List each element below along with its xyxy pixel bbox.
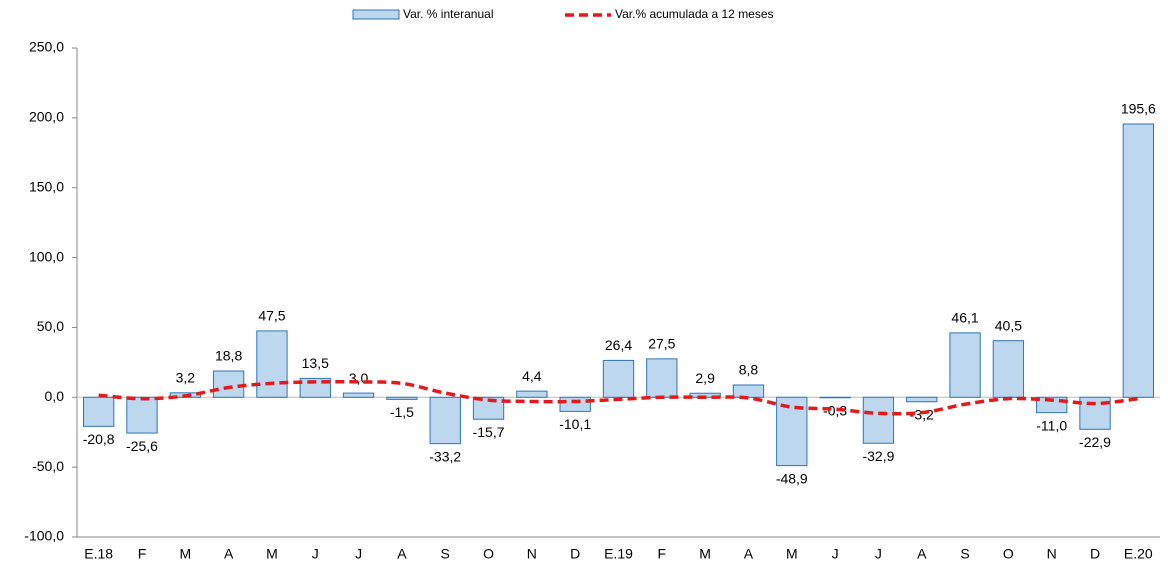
- bar: [386, 396, 418, 400]
- bar: [949, 332, 981, 398]
- x-tick-label: M: [786, 546, 798, 562]
- value-label: 2,9: [695, 370, 715, 386]
- y-tick-label: 200,0: [29, 109, 64, 125]
- value-label: -20,8: [83, 431, 115, 447]
- bar: [602, 359, 635, 398]
- x-tick-label: N: [527, 546, 537, 562]
- value-label: 27,5: [648, 336, 675, 352]
- x-tick-label: F: [138, 546, 147, 562]
- value-label: -22,9: [1079, 434, 1111, 450]
- value-label: 3,2: [176, 370, 196, 386]
- x-tick-label: M: [266, 546, 278, 562]
- value-label: 8,8: [739, 362, 759, 378]
- x-tick-label: N: [1047, 546, 1057, 562]
- x-tick-label: M: [699, 546, 711, 562]
- bar: [256, 330, 288, 398]
- value-label: -0,3: [823, 402, 847, 418]
- value-label: -33,2: [429, 448, 461, 464]
- value-label: -10,1: [559, 416, 591, 432]
- value-label: 18,8: [215, 348, 242, 364]
- y-tick-label: 0,0: [45, 388, 65, 404]
- bar: [646, 358, 678, 398]
- legend-swatch: [352, 9, 400, 20]
- bar: [862, 396, 895, 444]
- bar: [472, 396, 505, 420]
- x-tick-label: S: [441, 546, 450, 562]
- value-label: 26,4: [605, 337, 632, 353]
- value-label: 46,1: [951, 310, 978, 326]
- y-tick-label: 250,0: [29, 39, 64, 55]
- x-tick-label: A: [917, 546, 927, 562]
- x-tick-label: J: [355, 546, 362, 562]
- x-tick-label: D: [570, 546, 580, 562]
- value-label: -48,9: [776, 470, 808, 486]
- x-tick-label: E.19: [604, 546, 633, 562]
- x-tick-label: J: [312, 546, 319, 562]
- x-tick-label: J: [832, 546, 839, 562]
- x-tick-label: A: [397, 546, 407, 562]
- bar: [732, 384, 765, 398]
- bar: [516, 390, 548, 398]
- bar: [1122, 123, 1155, 398]
- bar: [126, 396, 158, 434]
- value-label: -1,5: [390, 404, 414, 420]
- bar: [559, 396, 591, 412]
- value-label: -32,9: [862, 448, 894, 464]
- legend-label: Var. % interanual: [403, 7, 494, 21]
- y-tick-label: -100,0: [24, 528, 64, 544]
- bar: [342, 392, 375, 398]
- value-label: 40,5: [995, 317, 1022, 333]
- y-tick-label: -50,0: [32, 458, 64, 474]
- bar: [992, 340, 1025, 398]
- x-tick-label: D: [1090, 546, 1100, 562]
- x-tick-label: M: [179, 546, 191, 562]
- x-tick-label: O: [483, 546, 494, 562]
- value-label: -15,7: [473, 424, 505, 440]
- value-label: -25,6: [126, 438, 158, 454]
- y-tick-label: 50,0: [37, 318, 64, 334]
- x-tick-label: S: [960, 546, 969, 562]
- legend-label: Var.% acumulada a 12 meses: [615, 7, 774, 21]
- bar: [429, 396, 461, 445]
- line: [98, 379, 1139, 416]
- y-tick-label: 100,0: [29, 248, 64, 264]
- value-label: -11,0: [1036, 417, 1067, 433]
- value-label: 4,4: [522, 368, 542, 384]
- x-tick-label: F: [658, 546, 667, 562]
- value-label: 13,5: [302, 355, 329, 371]
- bar: [906, 396, 938, 403]
- x-tick-label: J: [875, 546, 882, 562]
- x-tick-label: A: [744, 546, 754, 562]
- bar: [819, 396, 851, 399]
- y-tick-label: 150,0: [29, 178, 64, 194]
- x-tick-label: O: [1003, 546, 1014, 562]
- bar: [82, 396, 115, 427]
- x-tick-label: E.20: [1124, 546, 1153, 562]
- bar: [212, 370, 245, 398]
- value-label: 195,6: [1121, 101, 1156, 117]
- x-tick-label: E.18: [84, 546, 113, 562]
- value-label: 47,5: [258, 308, 285, 324]
- x-tick-label: A: [224, 546, 234, 562]
